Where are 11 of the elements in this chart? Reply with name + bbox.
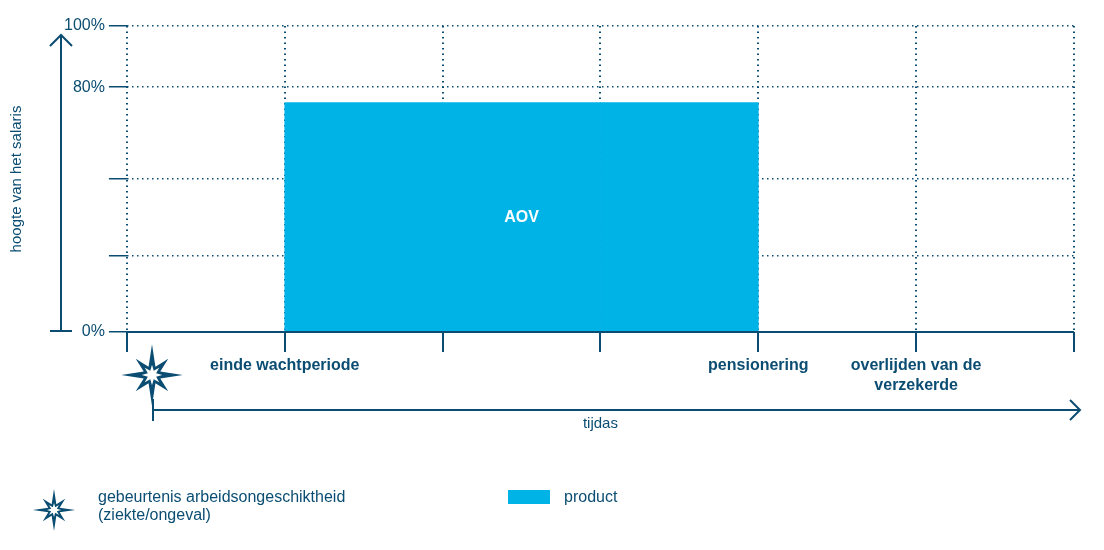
text: overlijden van de verzekerde [850,356,982,394]
text: einde wachtperiode [210,356,360,374]
y-tick-label: 80% [72,77,105,95]
x-axis-title: tijdas [582,413,618,431]
text: pensionering [708,356,809,374]
text: gebeurtenis arbeidsongeschiktheid (ziekte/ongeval) [98,488,346,523]
legend-label: product [564,488,618,506]
annotation: AOV [504,207,540,225]
y-tick-label: 0% [81,322,105,340]
y-axis-title: hoogte van het salaris [7,105,25,253]
y-tick-label: 100% [64,16,105,34]
